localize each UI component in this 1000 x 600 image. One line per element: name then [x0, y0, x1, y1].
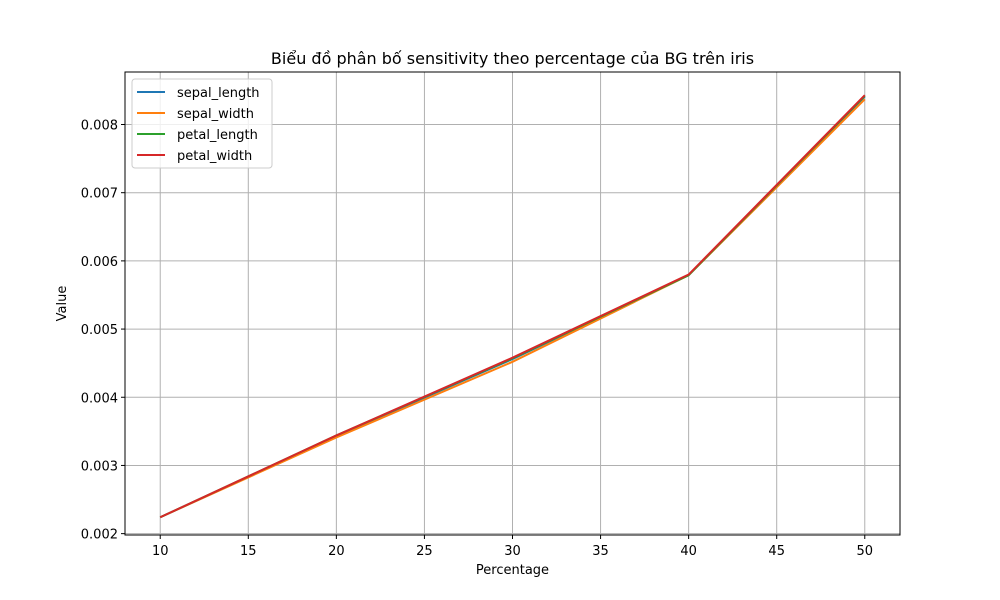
- grid-lines: [125, 72, 900, 535]
- legend-label-petal-length: petal_length: [177, 128, 258, 143]
- y-tick-label: 0.004: [81, 391, 118, 406]
- x-tick-label: 20: [328, 544, 345, 559]
- y-tick-label: 0.006: [81, 255, 118, 270]
- x-tick-label: 50: [856, 544, 873, 559]
- x-tick-label: 25: [416, 544, 433, 559]
- x-tick-label: 15: [240, 544, 257, 559]
- legend-box: [131, 78, 273, 169]
- y-tick-label: 0.002: [81, 528, 118, 543]
- y-tick-label: 0.005: [81, 323, 118, 338]
- x-axis-ticks: 10 15 20 25 30 35 40 45 50: [152, 535, 873, 559]
- y-axis-label: Value: [55, 286, 70, 322]
- x-tick-label: 10: [152, 544, 169, 559]
- y-tick-label: 0.003: [81, 459, 118, 474]
- series-lines: [159, 94, 866, 519]
- x-axis-label: Percentage: [476, 563, 549, 578]
- x-tick-label: 45: [768, 544, 785, 559]
- legend-label-sepal-width: sepal_width: [177, 107, 254, 122]
- legend-label-petal-width: petal_width: [177, 149, 252, 164]
- y-axis-ticks: 0.002 0.003 0.004 0.005 0.006 0.007 0.008: [81, 119, 125, 543]
- legend: sepal_length sepal_width petal_lengthpetal…: [131, 78, 273, 169]
- legend-label-sepal-length: sepal_length: [177, 86, 260, 101]
- chart-title: Biểu đồ phân bố sensitivity theo percent…: [271, 49, 754, 68]
- x-tick-label: 40: [680, 544, 697, 559]
- x-tick-label: 30: [504, 544, 521, 559]
- y-tick-label: 0.007: [81, 187, 118, 202]
- series-line-petal-width: [159, 94, 866, 519]
- x-tick-label: 35: [592, 544, 609, 559]
- y-tick-label: 0.008: [81, 119, 118, 134]
